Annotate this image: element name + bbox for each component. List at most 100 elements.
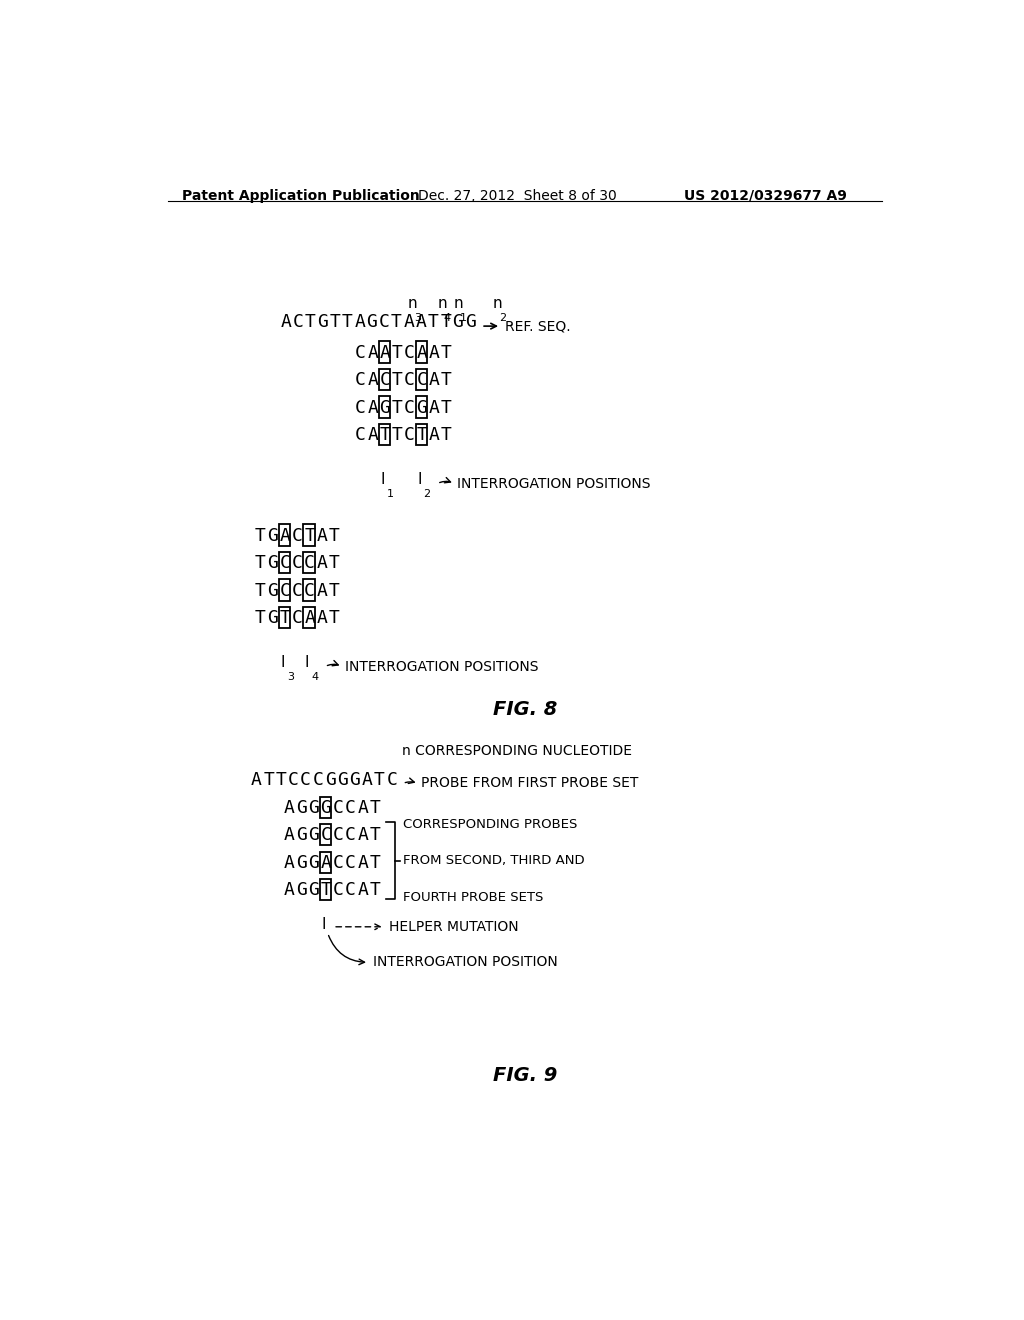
Text: T: T <box>329 527 340 545</box>
Text: G: G <box>308 854 319 873</box>
Bar <box>319 824 332 846</box>
Text: A: A <box>251 771 262 788</box>
Text: T: T <box>370 882 381 899</box>
Text: 3: 3 <box>287 672 294 682</box>
Text: I: I <box>305 655 309 669</box>
Text: T: T <box>280 609 291 627</box>
Text: C: C <box>292 527 303 545</box>
Text: A: A <box>416 313 427 331</box>
Text: T: T <box>321 882 332 899</box>
Text: T: T <box>380 426 390 444</box>
Bar <box>279 579 291 601</box>
Text: T: T <box>392 426 402 444</box>
Text: C: C <box>355 371 366 389</box>
Text: T: T <box>304 527 315 545</box>
Text: T: T <box>305 313 315 331</box>
Text: US 2012/0329677 A9: US 2012/0329677 A9 <box>684 189 847 203</box>
Text: A: A <box>429 426 439 444</box>
Text: T: T <box>263 771 274 788</box>
Text: A: A <box>403 313 415 331</box>
Bar <box>303 607 315 628</box>
Bar <box>416 396 427 417</box>
Text: T: T <box>255 527 266 545</box>
Text: A: A <box>280 527 291 545</box>
Text: T: T <box>441 371 452 389</box>
Bar <box>303 579 315 601</box>
Text: A: A <box>429 343 439 362</box>
Text: T: T <box>391 313 402 331</box>
Text: A: A <box>321 854 332 873</box>
Text: 4: 4 <box>311 672 318 682</box>
Text: A: A <box>357 799 369 817</box>
Bar <box>379 342 390 363</box>
Text: C: C <box>386 771 397 788</box>
Bar <box>303 524 315 545</box>
Text: 2: 2 <box>500 313 507 323</box>
Text: 4: 4 <box>443 313 451 323</box>
Text: A: A <box>357 826 369 845</box>
Text: G: G <box>308 882 319 899</box>
Text: C: C <box>345 799 356 817</box>
Text: A: A <box>316 582 328 599</box>
Text: G: G <box>267 609 279 627</box>
Text: G: G <box>296 882 307 899</box>
Text: REF. SEQ.: REF. SEQ. <box>505 319 570 333</box>
Text: n: n <box>437 296 447 312</box>
Text: I: I <box>417 471 422 487</box>
Text: G: G <box>453 313 464 331</box>
Text: C: C <box>292 582 303 599</box>
Text: HELPER MUTATION: HELPER MUTATION <box>389 920 518 933</box>
Text: A: A <box>284 882 295 899</box>
Text: C: C <box>333 826 344 845</box>
Text: Dec. 27, 2012  Sheet 8 of 30: Dec. 27, 2012 Sheet 8 of 30 <box>418 189 616 203</box>
Text: C: C <box>292 554 303 572</box>
Text: C: C <box>417 371 427 389</box>
Text: C: C <box>333 882 344 899</box>
Text: C: C <box>380 371 390 389</box>
Text: A: A <box>284 854 295 873</box>
Text: CORRESPONDING PROBES: CORRESPONDING PROBES <box>403 817 578 830</box>
Bar <box>319 879 332 900</box>
Text: T: T <box>392 399 402 417</box>
Text: C: C <box>292 609 303 627</box>
Text: T: T <box>329 609 340 627</box>
Text: C: C <box>345 826 356 845</box>
Text: 1: 1 <box>460 313 467 323</box>
Text: G: G <box>325 771 336 788</box>
Text: C: C <box>321 826 332 845</box>
Text: n: n <box>408 296 417 312</box>
Text: T: T <box>441 426 452 444</box>
Text: 1: 1 <box>387 488 393 499</box>
Text: n: n <box>454 296 463 312</box>
Text: FIG. 9: FIG. 9 <box>493 1065 557 1085</box>
Text: G: G <box>296 799 307 817</box>
Text: T: T <box>370 854 381 873</box>
Text: C: C <box>288 771 299 788</box>
Text: T: T <box>392 371 402 389</box>
Text: T: T <box>392 343 402 362</box>
Text: G: G <box>267 554 279 572</box>
Text: A: A <box>357 882 369 899</box>
Text: G: G <box>308 826 319 845</box>
Bar <box>379 424 390 445</box>
Text: A: A <box>368 343 378 362</box>
Text: A: A <box>429 371 439 389</box>
Text: C: C <box>355 426 366 444</box>
Text: C: C <box>404 426 415 444</box>
Text: A: A <box>368 371 378 389</box>
Text: I: I <box>380 471 385 487</box>
Bar <box>279 552 291 573</box>
Text: T: T <box>255 609 266 627</box>
Text: A: A <box>316 527 328 545</box>
Text: G: G <box>317 313 328 331</box>
Text: T: T <box>329 554 340 572</box>
Text: INTERROGATION POSITION: INTERROGATION POSITION <box>373 956 558 969</box>
Text: FOURTH PROBE SETS: FOURTH PROBE SETS <box>403 891 544 904</box>
Bar <box>379 396 390 417</box>
Text: T: T <box>440 313 452 331</box>
Text: T: T <box>441 343 452 362</box>
Text: C: C <box>404 371 415 389</box>
Text: G: G <box>296 826 307 845</box>
Text: G: G <box>349 771 360 788</box>
Text: T: T <box>417 426 427 444</box>
